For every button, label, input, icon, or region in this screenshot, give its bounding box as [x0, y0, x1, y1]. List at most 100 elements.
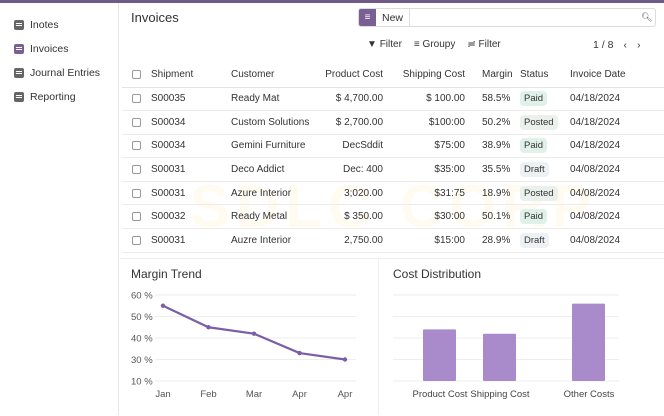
filter2-button[interactable]: ≓ Filter [467, 39, 500, 50]
col-customer[interactable]: Customer [231, 63, 311, 88]
table-header: Shipment Customer Product Cost Shipping … [122, 63, 664, 88]
table-row[interactable]: S00034 Custom Solutions $ 2,700.00 $100:… [122, 110, 664, 135]
bar [423, 329, 456, 381]
row-checkbox[interactable] [132, 94, 141, 104]
cell-customer: Ready Mat [231, 87, 311, 112]
col-invoice-date[interactable]: Invoice Date [570, 63, 664, 88]
x-tick-label: Apr [338, 389, 353, 400]
y-tick-label: 30 % [131, 355, 153, 366]
sidebar-item-label: Inotes [30, 19, 59, 31]
row-checkbox[interactable] [132, 212, 141, 222]
x-tick-label: Feb [200, 389, 216, 400]
cell-product-cost: 2,750.00 [311, 228, 383, 253]
sidebar: Inotes Invoices Journal Entries Reportin… [0, 3, 119, 415]
sort-icon: ≓ [467, 39, 476, 50]
y-tick-label: 40 % [131, 334, 153, 345]
cost-distribution-panel: Cost Distribution Product Cost Shipping C… [379, 258, 664, 415]
pager-value[interactable]: 1 / 8 [593, 39, 614, 51]
cell-shipping-cost: $31:75 [383, 181, 465, 206]
margin-trend-chart: 60 % 50 % 40 % 30 % 10 %Jan Feb Mar Apr Apr [131, 291, 356, 400]
row-checkbox[interactable] [132, 188, 141, 198]
cell-invoice-date: 04/08/2024 [570, 157, 664, 182]
status-badge: Paid [520, 91, 548, 107]
filter-icon: ▼ [367, 39, 377, 50]
pager: 1 / 8 ‹ › [593, 39, 640, 51]
select-all-checkbox[interactable] [132, 70, 141, 80]
table-row[interactable]: S00035 Ready Mat $ 4,700.00 $ 100.00 58.… [122, 87, 664, 112]
cell-margin: 38.9% [465, 134, 520, 159]
table-row[interactable]: S00034 Gemini Furniture DecSddit $75:00 … [122, 134, 664, 159]
chart-title: Cost Distribution [393, 267, 482, 281]
search-bar: ≡ New 🔍︎ [358, 8, 656, 27]
status-badge: Paid [520, 209, 548, 225]
y-tick-label: 10 % [131, 377, 153, 388]
sidebar-item-reporting[interactable]: Reporting [14, 91, 76, 103]
toolbar: ▼ Filter ≡ Groupy ≓ Filter [367, 39, 501, 50]
journal-icon [14, 68, 24, 78]
table-row[interactable]: S00031 Azure Interior 3;020.00 $31:75 18… [122, 181, 664, 206]
sidebar-item-inotes[interactable]: Inotes [14, 19, 59, 31]
new-button[interactable]: ≡ New [359, 9, 411, 26]
table-row[interactable]: S00031 Auzre Interior 2,750.00 $15:00 28… [122, 228, 664, 253]
x-tick-label: Other Costs [564, 389, 615, 400]
x-tick-label: Shipping Cost [470, 389, 530, 400]
filter-button[interactable]: ▼ Filter [367, 39, 402, 50]
data-point [342, 357, 348, 362]
cell-customer: Auzre Interior [231, 228, 311, 253]
search-icon[interactable]: 🔍︎ [641, 12, 653, 22]
new-label: New [382, 11, 404, 24]
cell-shipping-cost: $ 100.00 [383, 87, 465, 112]
y-tick-label: 50 % [131, 312, 153, 323]
col-margin[interactable]: Margin [465, 63, 520, 88]
cell-customer: Gemini Furniture [231, 134, 311, 159]
col-shipment[interactable]: Shipment [151, 63, 231, 88]
row-checkbox[interactable] [132, 235, 141, 245]
filter-label: Filter [379, 39, 402, 50]
col-status[interactable]: Status [520, 63, 570, 88]
cell-invoice-date: 04/18/2024 [570, 87, 664, 112]
next-page-button[interactable]: › [636, 39, 641, 51]
chart-title: Margin Trend [131, 267, 202, 281]
col-product-cost[interactable]: Product Cost [311, 63, 383, 88]
x-tick-label: Mar [246, 389, 262, 400]
col-shipping-cost[interactable]: Shipping Cost [383, 63, 465, 88]
invoice-icon [14, 44, 24, 54]
invoice-table: Shipment Customer Product Cost Shipping … [122, 63, 664, 253]
status-badge: Posted [520, 185, 558, 201]
sidebar-item-label: Reporting [30, 91, 76, 103]
bar [572, 303, 605, 381]
cell-margin: 50.2% [465, 110, 520, 135]
data-point [297, 350, 302, 356]
search-input[interactable] [410, 9, 641, 26]
groupby-button[interactable]: ≡ Groupy [414, 39, 455, 50]
cell-product-cost: Dec: 400 [311, 157, 383, 182]
cell-shipment: S00035 [151, 87, 231, 112]
groupby-icon: ≡ [413, 39, 420, 50]
cell-shipment: S00032 [151, 204, 231, 230]
row-checkbox[interactable] [132, 141, 141, 151]
table-row[interactable]: S00031 Deco Addict Dec: 400 $35:00 35.5%… [122, 157, 664, 182]
row-checkbox[interactable] [132, 117, 141, 127]
data-point [206, 325, 211, 330]
x-tick-label: Apr [292, 389, 307, 400]
cell-margin: 35.5% [465, 157, 520, 182]
x-tick-label: Product Cost [413, 389, 468, 400]
cell-customer: Custom Solutions [231, 110, 311, 135]
cell-shipping-cost: $15:00 [383, 228, 465, 253]
cell-invoice-date: 04/08/2024 [570, 228, 664, 253]
table-row[interactable]: S00032 Ready Metal $ 350.00 $30:00 50.1%… [122, 204, 664, 230]
row-checkbox[interactable] [132, 164, 141, 174]
sidebar-item-journal-entries[interactable]: Journal Entries [14, 67, 100, 79]
prev-page-button[interactable]: ‹ [623, 39, 627, 51]
top-accent-bar [0, 0, 664, 3]
cell-margin: 28.9% [465, 228, 520, 253]
cell-product-cost: 3;020.00 [311, 181, 383, 206]
sidebar-item-invoices[interactable]: Invoices [14, 43, 69, 55]
x-tick-label: Jan [155, 389, 170, 400]
menu-icon: ≡ [359, 9, 376, 26]
cell-margin: 58.5% [465, 87, 520, 112]
status-badge: Posted [520, 114, 558, 130]
cell-customer: Azure Interior [231, 181, 311, 206]
cell-shipping-cost: $75:00 [383, 134, 465, 159]
cell-invoice-date: 04/08/2024 [570, 204, 664, 230]
